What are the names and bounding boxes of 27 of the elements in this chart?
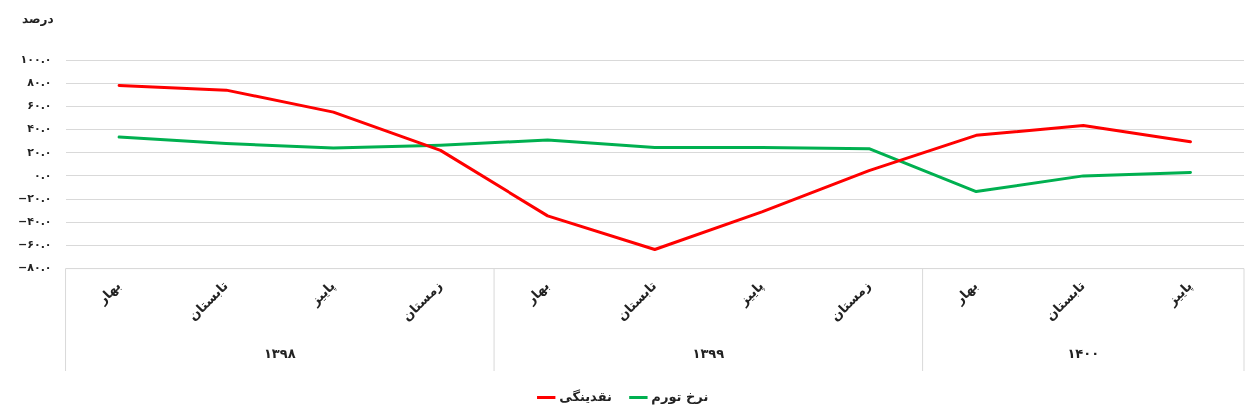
x-tick-label: زمستان — [827, 278, 874, 324]
y-axis-title: درصد — [22, 12, 54, 27]
x-tick-label: پاییز — [306, 278, 338, 310]
y-tick-label: ۲۰.۰ — [27, 145, 52, 159]
y-tick-label: ۰.۰ — [33, 168, 52, 182]
y-tick-label: ۱۰۰.۰ — [20, 52, 52, 66]
x-tick-label: پاییز — [1163, 278, 1195, 310]
x-tick-label: زمستان — [399, 278, 446, 324]
y-tick-label: ۴۰.۰ — [27, 122, 52, 136]
x-tick-label: بهار — [951, 278, 981, 308]
text: ۱۳۹۸ — [263, 346, 296, 362]
x-tick-label: پاییز — [735, 278, 767, 310]
x-tick-label: تابستان — [1042, 278, 1088, 324]
x-tick-label: بهار — [522, 278, 553, 308]
y-tick-label: −۸۰.۰ — [17, 261, 52, 275]
legend-label: نقدینگی — [559, 388, 612, 404]
x-tick-label: تابستان — [185, 278, 231, 324]
y-tick-label: ۶۰.۰ — [27, 99, 52, 113]
text: ۱۳۹۹ — [692, 346, 725, 362]
y-tick-label: −۲۰.۰ — [17, 191, 52, 205]
text: ۱۴۰۰ — [1067, 346, 1100, 362]
y-tick-label: ۸۰.۰ — [27, 76, 52, 90]
y-tick-label: −۶۰.۰ — [17, 238, 52, 252]
x-tick-label: بهار — [94, 278, 124, 308]
legend-label: نرخ تورم — [651, 388, 709, 405]
x-tick-label: تابستان — [613, 278, 660, 324]
y-tick-label: −۴۰.۰ — [17, 215, 52, 229]
